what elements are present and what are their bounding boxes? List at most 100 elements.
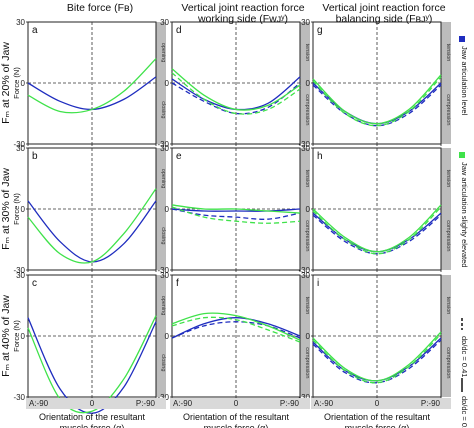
panel-a: opening closing -30 0 30 a: [13, 18, 166, 149]
y-tick-label: 30: [301, 18, 310, 27]
x-axis-title-line1: Orientation of the resultant: [39, 412, 146, 422]
x-axis-title-line2: muscle force (α): [345, 423, 410, 428]
panel-b: opening closing -30 0 30 b: [13, 144, 166, 275]
series-line-green-dashed: [171, 206, 301, 224]
series-line-green-solid: [171, 204, 301, 214]
side-tab: [300, 148, 310, 270]
series-line-green-solid: [27, 58, 157, 114]
series-line-green-solid: [171, 312, 301, 341]
y-tick-label: -30: [13, 140, 25, 149]
y-tick-label: 0: [306, 205, 311, 214]
side-tab: [156, 275, 166, 397]
panel-c: opening closing -30 0 30 c: [13, 271, 166, 414]
tab-label-upper: opening: [160, 296, 166, 316]
series-line-green-dashed: [312, 76, 442, 127]
x-axis-title-line2: muscle force (α): [204, 423, 269, 428]
tab-label-upper: opening: [160, 169, 166, 189]
legend-blue-label: Jaw articulation level: [460, 46, 469, 116]
tab-label-lower: compression: [445, 220, 451, 251]
tab-label-upper: tension: [445, 297, 451, 315]
column-title-2: Vertical joint reaction force: [181, 2, 304, 14]
y-tick-label: -30: [298, 266, 310, 275]
tab-label-lower: compression: [445, 94, 451, 125]
y-tick-label: 30: [160, 144, 169, 153]
x-tick-label-center: 0: [375, 399, 380, 408]
y-tick-label: 30: [16, 144, 25, 153]
y-tick-label: 0: [21, 205, 26, 214]
panel-i: tension compression -30 0 30 i: [298, 271, 451, 402]
series-line-green-dashed: [171, 316, 301, 343]
panel-letter: b: [32, 151, 38, 162]
y-tick-label: 0: [306, 79, 311, 88]
series-line-green-solid: [312, 204, 442, 253]
side-tab: [441, 22, 451, 144]
panel-letter: g: [317, 25, 323, 36]
side-tab: [441, 148, 451, 270]
y-axis-title-2: Force (N): [12, 193, 21, 225]
y-tick-label: 0: [165, 205, 170, 214]
panel-letter: d: [176, 25, 182, 36]
side-tab: [441, 275, 451, 397]
x-tick-label-center: 0: [234, 399, 239, 408]
tab-label-upper: tension: [304, 297, 310, 315]
series-line-green-solid: [312, 331, 442, 382]
series-line-blue-dashed: [312, 214, 442, 255]
y-tick-label: 0: [21, 332, 26, 341]
series-line-blue-dashed: [171, 82, 301, 115]
y-tick-label: -30: [157, 393, 169, 402]
tab-label-lower: closing: [160, 101, 166, 118]
panel-letter: a: [32, 25, 38, 36]
y-tick-label: 30: [301, 144, 310, 153]
row-label-1: Fₘ at 20% of Jaw: [0, 42, 12, 124]
series-line-green-dashed: [171, 72, 301, 115]
x-axis-title-line2: muscle force (α): [60, 423, 125, 428]
y-tick-label: 30: [301, 271, 310, 280]
row-labels: Fₘ at 20% of Jaw Force (N)Fₘ at 30% of Ja…: [0, 42, 21, 377]
y-tick-label: -30: [298, 393, 310, 402]
tab-label-lower: compression: [304, 347, 310, 378]
tab-label-upper: tension: [304, 170, 310, 188]
x-tick-label-left: A:-90: [314, 399, 334, 408]
panel-letter: h: [317, 151, 323, 162]
y-tick-label: -30: [13, 393, 25, 402]
y-tick-label: -30: [298, 140, 310, 149]
series-line-blue-dashed: [171, 208, 301, 220]
y-tick-label: -30: [157, 140, 169, 149]
legend-green-swatch: [459, 152, 465, 158]
tab-label-upper: tension: [445, 44, 451, 62]
series-line-blue-dashed: [171, 321, 301, 339]
panel-letter: c: [32, 278, 37, 289]
legend: Jaw articulation level Jaw articulation s…: [459, 36, 469, 428]
y-tick-label: 0: [165, 79, 170, 88]
panels: opening closing -30 0 30 a opening closing -30 0 3…: [13, 18, 451, 414]
x-tick-label-left: A:-90: [29, 399, 49, 408]
x-tick-label-right: P:-90: [421, 399, 441, 408]
tab-label-lower: compression: [304, 94, 310, 125]
legend-blue-swatch: [459, 36, 465, 42]
column-title-3: Vertical joint reaction force: [322, 2, 445, 14]
x-tick-band: [26, 398, 166, 409]
y-tick-label: 30: [16, 271, 25, 280]
series-line-blue-solid: [27, 317, 157, 414]
legend-solid-label: dᴅ/dᴄ = 0.68: [460, 396, 469, 428]
x-tick-label-right: P:-90: [280, 399, 300, 408]
x-tick-label-left: A:-90: [173, 399, 193, 408]
y-axis-title-1: Force (N): [12, 67, 21, 99]
x-tick-label-right: P:-90: [136, 399, 156, 408]
tab-label-upper: tension: [304, 44, 310, 62]
series-line-green-solid: [312, 74, 442, 125]
panel-g: tension compression -30 0 30 g: [298, 18, 451, 149]
series-line-green-dashed: [312, 333, 442, 384]
series-line-blue-dashed: [312, 339, 442, 384]
y-tick-label: -30: [157, 266, 169, 275]
series-line-blue-solid: [171, 317, 301, 339]
y-tick-label: -30: [13, 266, 25, 275]
legend-dashed-label: dᴅ/dᴄ = 0.41: [460, 336, 469, 377]
side-tab: [300, 275, 310, 397]
row-label-3: Fₘ at 40% of Jaw: [0, 295, 12, 377]
x-tick-band: [311, 398, 451, 409]
tab-label-upper: tension: [445, 170, 451, 188]
series-line-blue-solid: [171, 208, 301, 212]
side-tab: [156, 148, 166, 270]
